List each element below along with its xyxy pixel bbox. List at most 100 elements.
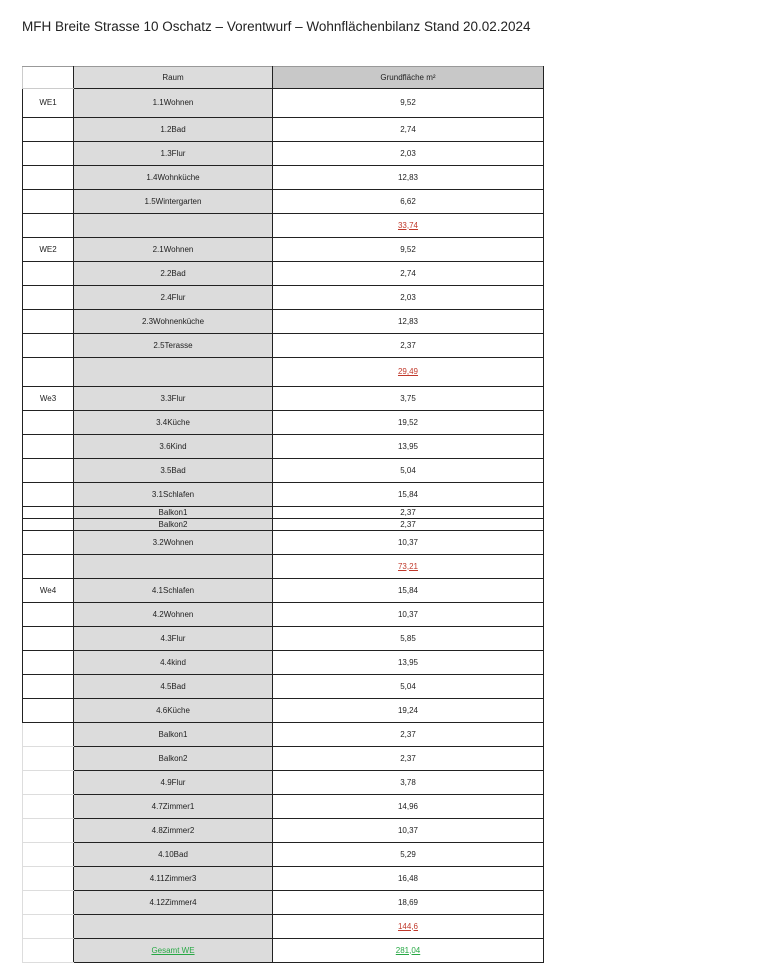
room-cell: 2.1Wohnen (73, 237, 273, 262)
table-row: 2.3Wohnenküche 12,83 (22, 309, 544, 334)
room-cell (73, 914, 273, 939)
unit-cell (22, 938, 74, 963)
room-cell-text: 4.4kind (160, 657, 186, 667)
area-cell-text: 6,62 (400, 196, 416, 206)
unit-cell (22, 746, 74, 771)
area-cell: 5,85 (272, 626, 544, 651)
table-row: 4.6Küche 19,24 (22, 698, 544, 723)
table-row: 1.5Wintergarten 6,62 (22, 189, 544, 214)
room-cell: Balkon2 (73, 518, 273, 531)
area-cell-text: 5,29 (400, 849, 416, 859)
area-table: Raum Grundfläche m² WE1 1.1Wohnen 9,52 1.2B… (22, 66, 544, 963)
room-cell: 3.1Schlafen (73, 482, 273, 507)
room-cell-text: 4.7Zimmer1 (151, 801, 195, 811)
room-cell: 4.3Flur (73, 626, 273, 651)
area-cell: 10,37 (272, 602, 544, 627)
room-cell-text: 2.2Bad (160, 268, 186, 278)
room-cell: 4.5Bad (73, 674, 273, 699)
table-row: 1.4Wohnküche 12,83 (22, 165, 544, 190)
header-unit (22, 66, 74, 89)
room-cell-text: Balkon1 (158, 729, 188, 739)
room-cell-text: Balkon2 (158, 520, 188, 529)
room-cell-text: 4.2Wohnen (152, 609, 194, 619)
area-cell: 10,37 (272, 818, 544, 843)
unit-cell (22, 650, 74, 675)
unit-cell (22, 261, 74, 286)
room-cell-text: 4.6Küche (156, 705, 190, 715)
room-cell: 3.3Flur (73, 386, 273, 411)
unit-cell (22, 866, 74, 891)
room-cell: 4.9Flur (73, 770, 273, 795)
page-title: MFH Breite Strasse 10 Oschatz – Vorentwu… (22, 19, 531, 34)
unit-cell (22, 506, 74, 519)
area-cell: 14,96 (272, 794, 544, 819)
table-row: WE1 1.1Wohnen 9,52 (22, 88, 544, 118)
area-cell: 2,03 (272, 141, 544, 166)
unit-cell: We3 (22, 386, 74, 411)
area-cell-text: 18,69 (397, 897, 419, 907)
area-cell: 2,03 (272, 285, 544, 310)
area-cell-text: 10,37 (397, 609, 419, 619)
room-cell-text: Balkon2 (158, 753, 188, 763)
unit-cell (22, 141, 74, 166)
room-cell: 4.6Küche (73, 698, 273, 723)
unit-cell-text: We3 (39, 393, 57, 403)
area-cell: 19,24 (272, 698, 544, 723)
table-row: 2.4Flur 2,03 (22, 285, 544, 310)
unit-cell (22, 357, 74, 387)
room-cell-text: 4.8Zimmer2 (151, 825, 195, 835)
room-cell (73, 357, 273, 387)
room-cell: Gesamt WE (73, 938, 273, 963)
unit-cell (22, 189, 74, 214)
area-cell: 33,74 (272, 213, 544, 238)
area-cell-text: 2,74 (400, 124, 416, 134)
area-cell-text: 9,52 (400, 98, 416, 107)
room-cell: 4.8Zimmer2 (73, 818, 273, 843)
area-cell: 19,52 (272, 410, 544, 435)
area-cell: 16,48 (272, 866, 544, 891)
area-cell: 9,52 (272, 237, 544, 262)
room-cell: 4.2Wohnen (73, 602, 273, 627)
area-cell: 10,37 (272, 530, 544, 555)
room-cell-text: 1.4Wohnküche (146, 172, 200, 182)
room-cell: Balkon1 (73, 722, 273, 747)
room-cell-text: 3.2Wohnen (152, 537, 194, 547)
area-cell-text: 144,6 (397, 921, 419, 931)
area-cell-text: 29,49 (397, 367, 419, 376)
unit-cell (22, 117, 74, 142)
room-cell-text: 4.1Schlafen (151, 585, 195, 595)
room-cell-text: 4.12Zimmer4 (149, 897, 197, 907)
header-room: Raum (73, 66, 273, 89)
area-cell-text: 281,04 (395, 945, 421, 955)
room-cell-text: 1.3Flur (160, 148, 186, 158)
room-cell: 2.2Bad (73, 261, 273, 286)
area-cell-text: 2,03 (400, 148, 416, 158)
table-row: Balkon2 2,37 (22, 518, 544, 531)
room-cell-text: 3.4Küche (156, 417, 190, 427)
unit-cell (22, 333, 74, 358)
table-row: WE2 2.1Wohnen 9,52 (22, 237, 544, 262)
table-row: 1.3Flur 2,03 (22, 141, 544, 166)
area-cell-text: 9,52 (400, 244, 416, 254)
unit-cell (22, 285, 74, 310)
area-cell-text: 2,37 (400, 520, 416, 529)
table-row: 4.5Bad 5,04 (22, 674, 544, 699)
area-cell-text: 12,83 (397, 172, 419, 182)
unit-cell (22, 410, 74, 435)
room-cell: 4.7Zimmer1 (73, 794, 273, 819)
room-cell-text: 1.5Wintergarten (144, 196, 202, 206)
area-cell: 2,37 (272, 746, 544, 771)
unit-cell (22, 434, 74, 459)
area-cell: 144,6 (272, 914, 544, 939)
area-cell: 9,52 (272, 88, 544, 118)
room-cell-text: Balkon1 (158, 508, 188, 517)
area-cell: 13,95 (272, 434, 544, 459)
unit-cell (22, 722, 74, 747)
room-cell: 1.1Wohnen (73, 88, 273, 118)
room-cell-text: 3.6Kind (159, 441, 187, 451)
room-cell: 1.2Bad (73, 117, 273, 142)
room-cell-text: 4.11Zimmer3 (149, 873, 197, 883)
unit-cell (22, 890, 74, 915)
unit-cell-text: We4 (39, 585, 57, 595)
area-cell: 2,37 (272, 333, 544, 358)
